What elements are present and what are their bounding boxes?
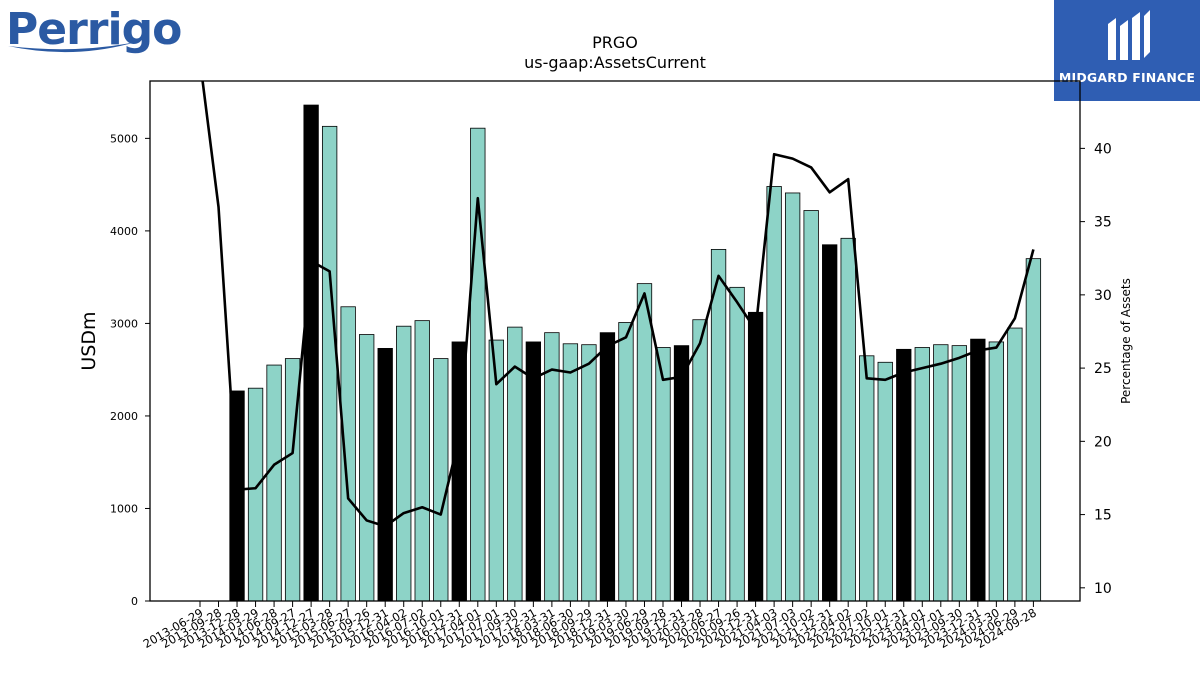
bar-2023-09-30 <box>952 346 967 601</box>
bar-2022-10-01 <box>878 362 893 601</box>
bar-2023-04-01 <box>915 347 930 601</box>
bar-2022-07-02 <box>859 356 874 601</box>
y-tick-label-2000: 2000 <box>110 410 138 423</box>
y-axis-label: USDm <box>78 311 100 370</box>
bar-2019-06-29 <box>637 284 652 601</box>
chart: PRGO us-gaap:AssetsCurrent 0 1000 2000 3000… <box>0 0 1200 675</box>
bar-2015-09-26 <box>359 335 374 601</box>
bar-2023-07-01 <box>934 345 949 601</box>
y-tick-label-1000: 1000 <box>110 502 138 515</box>
bar-2016-07-02 <box>415 321 430 601</box>
y2-tick-label-20: 20 <box>1094 434 1112 450</box>
bar-2015-03-28 <box>322 126 337 601</box>
bar-2018-09-29 <box>582 345 597 601</box>
bar-2016-04-02 <box>396 326 411 601</box>
bar-2020-06-27 <box>711 249 726 601</box>
bar-2021-10-02 <box>804 211 819 601</box>
bar-2014-12-27 <box>304 105 319 601</box>
bar-2017-12-31 <box>526 342 541 601</box>
bar-2020-03-28 <box>693 320 708 601</box>
bar-2021-07-03 <box>785 193 800 601</box>
y2-axis-label: Percentage of Assets <box>1119 278 1133 404</box>
y-tick-label-0: 0 <box>131 595 138 608</box>
bar-2016-10-01 <box>434 359 449 601</box>
bar-2022-04-02 <box>841 238 856 601</box>
bar-2024-09-28 <box>1026 259 1041 601</box>
y2-tick-label-40: 40 <box>1094 141 1112 157</box>
bar-2020-12-31 <box>748 312 763 601</box>
bar-2015-06-27 <box>341 307 356 601</box>
chart-subtitle: us-gaap:AssetsCurrent <box>524 53 706 72</box>
bar-2024-06-29 <box>1008 328 1023 601</box>
bar-2022-12-31 <box>897 349 912 601</box>
bar-2021-04-03 <box>767 186 782 601</box>
bar-series <box>230 105 1041 601</box>
bar-2024-03-30 <box>989 342 1004 601</box>
bar-2023-12-31 <box>971 339 986 601</box>
y-tick-label-3000: 3000 <box>110 317 138 330</box>
bar-2019-03-30 <box>619 322 634 601</box>
bar-2019-09-28 <box>656 347 671 601</box>
bar-2021-12-31 <box>822 245 837 601</box>
bar-2014-06-28 <box>267 365 282 601</box>
bar-2014-03-29 <box>248 388 263 601</box>
y2-tick-label-30: 30 <box>1094 288 1112 304</box>
y2-tick-label-25: 25 <box>1094 361 1112 377</box>
bar-2020-09-26 <box>730 287 745 601</box>
y-tick-label-5000: 5000 <box>110 132 138 145</box>
y-tick-label-4000: 4000 <box>110 225 138 238</box>
y2-tick-label-10: 10 <box>1094 581 1112 597</box>
bar-2019-12-31 <box>674 346 689 601</box>
y2-tick-label-15: 15 <box>1094 508 1112 524</box>
chart-title: PRGO <box>592 33 638 52</box>
y2-tick-label-35: 35 <box>1094 215 1112 231</box>
bar-2015-12-31 <box>378 348 393 601</box>
bar-2018-06-30 <box>563 344 578 601</box>
bar-2018-12-31 <box>600 333 615 601</box>
